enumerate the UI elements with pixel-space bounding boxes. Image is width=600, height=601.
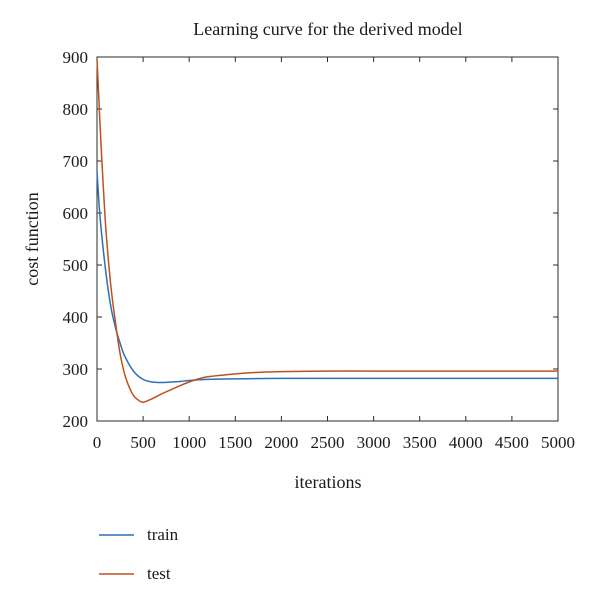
y-tick-label: 900 bbox=[63, 48, 89, 67]
y-tick-label: 500 bbox=[63, 256, 89, 275]
y-tick-label: 600 bbox=[63, 204, 89, 223]
legend-label-test: test bbox=[147, 564, 171, 583]
x-axis-ticks: 0 500 1000 1500 2000 2500 3000 3500 4000 4500 5000 bbox=[93, 57, 575, 452]
x-tick-label: 2500 bbox=[311, 433, 345, 452]
x-tick-label: 500 bbox=[130, 433, 156, 452]
y-tick-label: 300 bbox=[63, 360, 89, 379]
x-axis-label: iterations bbox=[295, 472, 362, 492]
series-line-test bbox=[96, 59, 558, 404]
x-tick-label: 5000 bbox=[541, 433, 575, 452]
y-tick-label: 400 bbox=[63, 308, 89, 327]
chart-title: Learning curve for the derived model bbox=[193, 19, 462, 39]
x-tick-label: 1500 bbox=[218, 433, 252, 452]
y-tick-label: 700 bbox=[63, 152, 89, 171]
legend: train test bbox=[99, 525, 179, 583]
x-tick-label: 3500 bbox=[403, 433, 437, 452]
plot-area-frame bbox=[96, 56, 559, 422]
y-tick-label: 800 bbox=[63, 100, 89, 119]
x-tick-label: 3000 bbox=[357, 433, 391, 452]
x-tick-label: 2000 bbox=[264, 433, 298, 452]
x-tick-label: 4000 bbox=[449, 433, 483, 452]
x-tick-label: 0 bbox=[93, 433, 102, 452]
series-layer bbox=[96, 59, 558, 404]
y-tick-label: 200 bbox=[63, 412, 89, 431]
x-tick-label: 4500 bbox=[495, 433, 529, 452]
series-line-train bbox=[96, 171, 558, 384]
legend-label-train: train bbox=[147, 525, 179, 544]
y-axis-label: cost function bbox=[22, 192, 42, 285]
x-tick-label: 1000 bbox=[172, 433, 206, 452]
y-axis-ticks: 200 300 400 500 600 700 800 900 bbox=[63, 48, 558, 431]
